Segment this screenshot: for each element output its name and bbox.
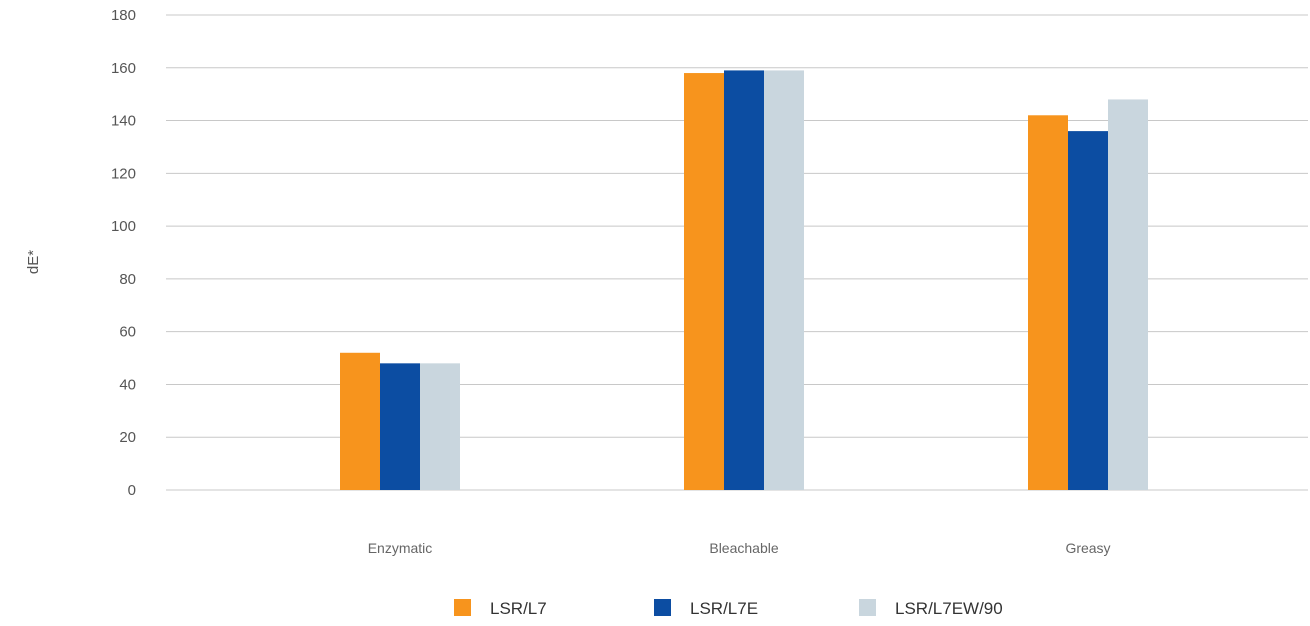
y-tick-label: 40 (119, 376, 136, 393)
legend-swatch (859, 599, 876, 616)
y-tick-label: 0 (128, 482, 136, 499)
bar-enzymatic-lsr-l7 (340, 352, 380, 490)
legend-label: LSR/L7E (690, 599, 758, 618)
bar-greasy-lsr-l7ew-90 (1108, 99, 1148, 490)
bars (340, 70, 1148, 491)
y-axis-ticks: 0 20 40 60 80 100 120 140 160 180 (111, 7, 136, 499)
y-tick-label: 80 (119, 271, 136, 288)
bar-greasy-lsr-l7 (1028, 115, 1068, 491)
bar-enzymatic-lsr-l7ew-90 (420, 363, 460, 490)
bar-bleachable-lsr-l7 (684, 73, 724, 491)
x-category-label: Enzymatic (368, 540, 433, 556)
legend-swatch (654, 599, 671, 616)
y-tick-label: 60 (119, 324, 136, 341)
y-tick-label: 160 (111, 60, 136, 77)
y-tick-label: 180 (111, 7, 136, 24)
x-category-label: Bleachable (709, 540, 778, 556)
y-axis-title: dE* (25, 250, 42, 274)
bar-enzymatic-lsr-l7e (380, 363, 420, 490)
legend-swatch (454, 599, 471, 616)
y-tick-label: 140 (111, 113, 136, 130)
legend-label: LSR/L7EW/90 (895, 599, 1003, 618)
bar-bleachable-lsr-l7e (724, 70, 764, 491)
x-category-label: Greasy (1065, 540, 1110, 556)
y-tick-label: 120 (111, 165, 136, 182)
x-axis-category-labels: Enzymatic Bleachable Greasy (368, 540, 1111, 556)
bar-greasy-lsr-l7e (1068, 131, 1108, 490)
y-tick-label: 20 (119, 429, 136, 446)
bar-bleachable-lsr-l7ew-90 (764, 70, 804, 491)
legend-label: LSR/L7 (490, 599, 547, 618)
legend: LSR/L7 LSR/L7E LSR/L7EW/90 (454, 599, 1003, 618)
y-tick-label: 100 (111, 218, 136, 235)
